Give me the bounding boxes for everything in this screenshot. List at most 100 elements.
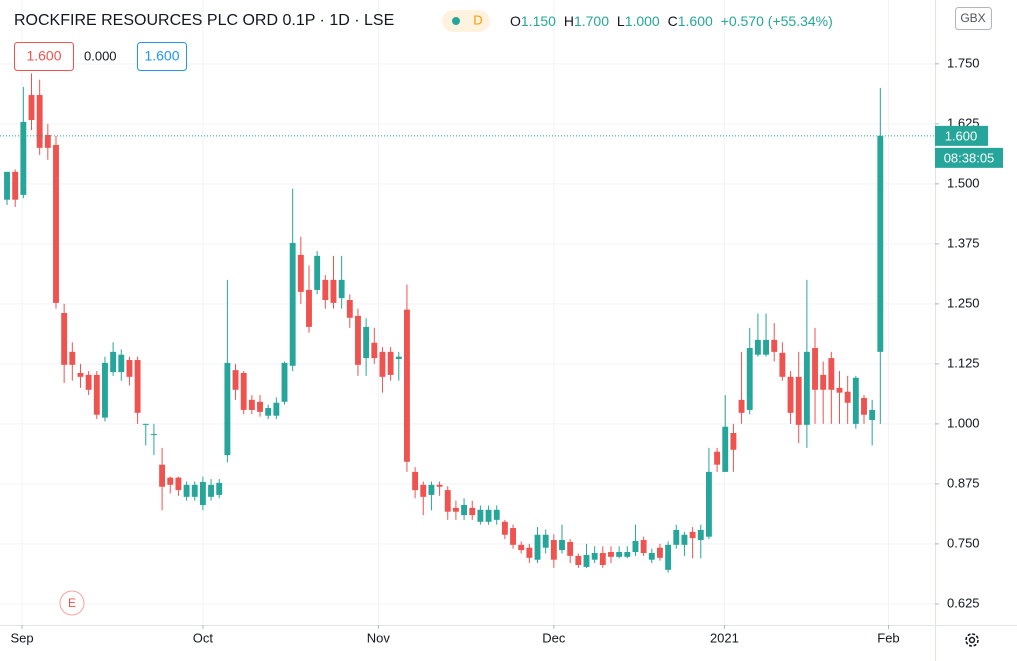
candle-body — [208, 484, 214, 497]
candle-body — [85, 374, 92, 390]
candle-body — [281, 362, 288, 402]
candle-body — [477, 509, 484, 522]
candle-body — [754, 339, 761, 355]
readout-value: 1.700 — [574, 13, 609, 29]
price-label: 1.600 — [945, 128, 978, 143]
readout-key: O — [510, 13, 521, 29]
candle-body — [820, 374, 827, 390]
candle-body — [20, 121, 27, 195]
candle-body — [665, 544, 672, 570]
candle-body — [787, 376, 794, 413]
interval-badge: D — [473, 12, 482, 27]
candle-body — [289, 242, 296, 366]
indicator-value: 1.600 — [144, 48, 179, 64]
candle-body — [534, 534, 541, 560]
candle-body — [183, 484, 190, 497]
readout-value: 1.150 — [521, 13, 556, 29]
x-tick-label: 2021 — [710, 630, 739, 645]
candle-body — [404, 309, 410, 462]
candle-body — [199, 481, 206, 505]
chart-title: ROCKFIRE RESOURCES PLC ORD 0.1P · 1D · L… — [14, 12, 394, 29]
candle-body — [379, 351, 386, 377]
candle-body — [852, 377, 859, 424]
candle-body — [714, 451, 721, 465]
candle-body — [869, 409, 876, 421]
candle-body — [142, 423, 149, 425]
candle-body — [191, 484, 198, 497]
candle-body — [738, 399, 745, 413]
readout-key: H — [564, 13, 574, 29]
candle-body — [175, 477, 182, 491]
currency-box[interactable] — [955, 7, 992, 30]
candle-body — [322, 279, 329, 301]
candle-body — [624, 552, 631, 557]
y-tick-label: 0.625 — [947, 595, 980, 610]
x-tick-label: Nov — [367, 630, 391, 645]
candle-body — [771, 339, 778, 352]
candle-body — [812, 348, 818, 390]
candle-body — [232, 370, 239, 390]
candle-body — [428, 484, 435, 495]
readout-change: +0.570 (+55.34%) — [721, 13, 833, 29]
candle-body — [346, 300, 353, 318]
candle-body — [297, 254, 304, 292]
candle-body — [257, 401, 263, 412]
ohlc-readout: O1.150 H1.700 L1.000 C1.600 +0.570 (+55.… — [510, 13, 833, 29]
candle-body — [844, 391, 851, 403]
candle-body — [395, 356, 402, 360]
event-marker[interactable] — [59, 590, 85, 616]
candle-body — [501, 521, 508, 535]
y-tick-label: 1.375 — [947, 235, 980, 250]
candle-body — [493, 509, 500, 520]
candle-body — [371, 342, 378, 359]
candle-body — [110, 351, 117, 373]
candle-body — [452, 507, 459, 512]
candle-body — [550, 540, 557, 560]
readout-key: L — [617, 13, 625, 29]
candle-body — [730, 432, 737, 450]
status-dot — [452, 17, 460, 25]
event-marker-label[interactable]: E — [68, 596, 76, 610]
candle-body — [616, 552, 623, 557]
candle-body — [363, 326, 370, 359]
y-tick-label: 1.500 — [947, 175, 980, 190]
candle-body — [697, 529, 704, 541]
candle-body — [518, 544, 525, 551]
candle-body — [632, 540, 639, 553]
candle-body — [387, 351, 394, 375]
candle-body — [44, 134, 51, 148]
candle-body — [4, 171, 10, 200]
x-tick-label: Oct — [193, 630, 214, 645]
y-tick-label: 0.875 — [947, 475, 980, 490]
candle-body — [567, 541, 574, 556]
candle-body — [559, 540, 565, 551]
candle-body — [583, 554, 590, 567]
candle-body — [444, 490, 451, 512]
candle-body — [216, 482, 223, 495]
settings-icon[interactable] — [965, 633, 979, 647]
candle-body — [338, 279, 345, 299]
candle-body — [542, 534, 549, 548]
candle-body — [330, 279, 337, 303]
candle-body — [526, 547, 533, 558]
y-tick-label: 1.000 — [947, 415, 980, 430]
candle-body — [36, 95, 43, 148]
candle-body — [159, 464, 166, 487]
candle-body — [306, 289, 312, 327]
candle-body — [93, 374, 100, 415]
y-tick-label: 1.125 — [947, 355, 980, 370]
candle-body — [485, 509, 492, 522]
candle-body — [61, 312, 68, 365]
candle-body — [779, 352, 786, 377]
candle-body — [273, 402, 280, 416]
readout-key: C — [668, 13, 678, 29]
x-tick-label: Dec — [542, 630, 566, 645]
readout-value: 1.000 — [625, 13, 660, 29]
candle-body — [648, 552, 655, 560]
candle-body — [746, 348, 753, 410]
candle-body — [861, 397, 867, 415]
countdown-bg — [935, 147, 1003, 168]
candle-body — [240, 372, 247, 410]
candle-body — [763, 339, 769, 355]
currency[interactable]: GBX — [960, 11, 985, 25]
